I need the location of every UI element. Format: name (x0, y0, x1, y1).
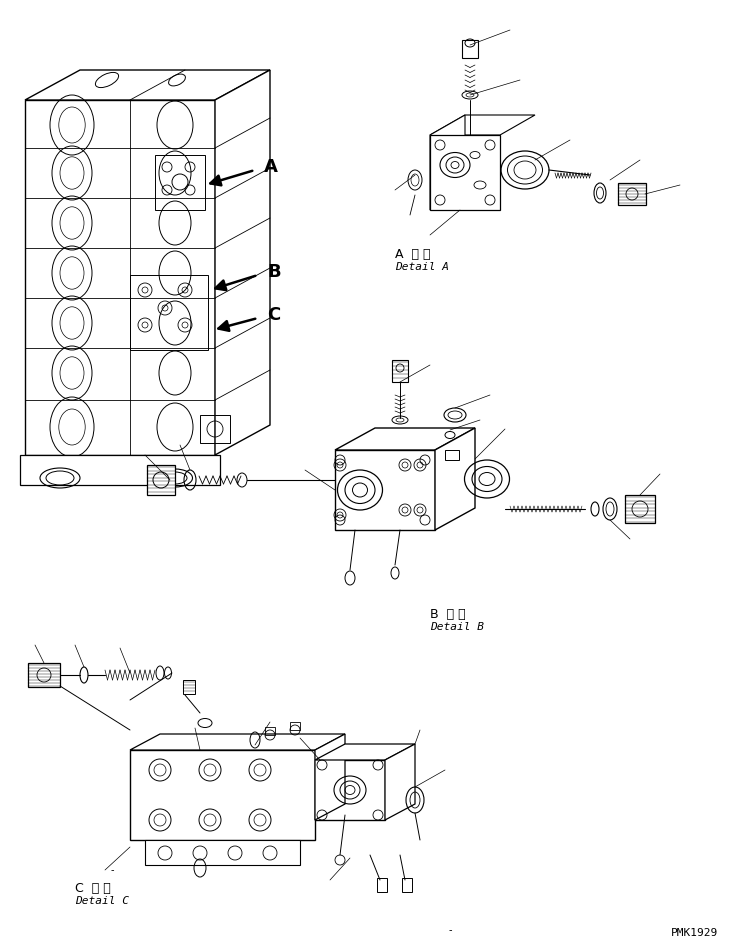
Bar (147, 465, 175, 495)
Polygon shape (25, 70, 270, 100)
Polygon shape (335, 450, 435, 530)
Bar (625, 495, 655, 523)
Text: C  詳 細: C 詳 細 (75, 882, 111, 895)
Bar (155, 155, 205, 210)
Bar (290, 722, 300, 730)
Text: -: - (448, 925, 452, 935)
Bar (618, 183, 646, 205)
Bar (130, 750, 315, 840)
Bar (402, 878, 412, 892)
Bar (445, 450, 459, 460)
Bar (183, 680, 195, 694)
Polygon shape (215, 70, 270, 455)
Text: A  詳 細: A 詳 細 (395, 248, 431, 261)
Polygon shape (385, 744, 415, 820)
Bar (28, 663, 60, 687)
Polygon shape (430, 115, 535, 135)
Polygon shape (25, 100, 215, 455)
Bar (392, 360, 408, 382)
Polygon shape (430, 135, 500, 210)
Polygon shape (430, 115, 465, 210)
Polygon shape (335, 428, 475, 450)
Text: A: A (264, 158, 278, 176)
Polygon shape (130, 734, 345, 750)
Bar (145, 840, 300, 865)
Text: Detail C: Detail C (75, 896, 129, 906)
Polygon shape (315, 744, 415, 760)
Text: Detail B: Detail B (430, 622, 484, 632)
Text: B: B (267, 263, 281, 281)
Polygon shape (435, 428, 475, 530)
Text: Detail A: Detail A (395, 262, 449, 272)
Bar (315, 760, 385, 820)
Text: PMK1929: PMK1929 (671, 928, 718, 938)
Bar (200, 415, 230, 443)
Bar (130, 275, 208, 350)
Text: B  詳 細: B 詳 細 (430, 608, 466, 621)
Polygon shape (20, 455, 220, 485)
Text: -: - (110, 865, 114, 875)
Bar (377, 878, 387, 892)
Bar (265, 727, 275, 735)
Text: C: C (267, 306, 280, 324)
Polygon shape (315, 734, 345, 820)
Bar (462, 40, 478, 58)
